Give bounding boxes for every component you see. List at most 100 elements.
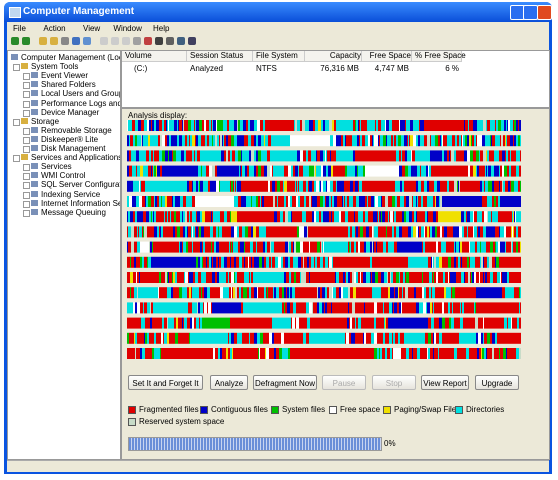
- toolbar-button[interactable]: [61, 37, 69, 45]
- tree-item[interactable]: Device Manager: [41, 107, 100, 117]
- cluster: [169, 135, 171, 147]
- cluster: [369, 226, 372, 238]
- tree-item[interactable]: WMI Control: [41, 171, 86, 181]
- cluster: [377, 332, 379, 344]
- cluster: [304, 256, 305, 268]
- cluster: [480, 241, 481, 253]
- toolbar-button[interactable]: [22, 37, 30, 45]
- cluster: [461, 120, 464, 131]
- tree-item[interactable]: Performance Logs and Alerts: [41, 98, 121, 108]
- cluster: [377, 211, 378, 223]
- cluster: [476, 302, 479, 314]
- expander: [13, 155, 20, 163]
- cluster: [381, 332, 383, 344]
- menu-item[interactable]: Help: [153, 24, 170, 33]
- button[interactable]: Defragment Now: [253, 375, 317, 390]
- tree-item[interactable]: Shared Folders: [41, 80, 96, 90]
- cluster: [378, 135, 379, 147]
- cluster: [147, 226, 149, 238]
- cluster: [294, 196, 296, 207]
- toolbar-button[interactable]: [100, 37, 108, 45]
- tree-item[interactable]: Storage: [31, 116, 60, 126]
- cluster: [393, 211, 394, 223]
- tree-item[interactable]: Event Viewer: [41, 71, 88, 81]
- cluster: [243, 196, 246, 207]
- cluster: [185, 272, 188, 283]
- cluster: [389, 211, 390, 223]
- cluster: [193, 256, 196, 268]
- cluster: [310, 211, 312, 223]
- toolbar-button[interactable]: [11, 37, 19, 45]
- toolbar-button[interactable]: [155, 37, 163, 45]
- cluster: [270, 241, 271, 253]
- tree-icon: [31, 99, 38, 106]
- tree-item[interactable]: Removable Storage: [41, 125, 112, 135]
- menu-item[interactable]: Action: [43, 24, 66, 33]
- cluster: [220, 135, 222, 147]
- cluster: [504, 211, 506, 223]
- cluster: [315, 120, 318, 131]
- toolbar-button[interactable]: [83, 37, 91, 45]
- cluster: [226, 226, 228, 238]
- cluster: [286, 272, 288, 283]
- toolbar-button[interactable]: [177, 37, 185, 45]
- cluster: [355, 135, 357, 147]
- toolbar-button[interactable]: [188, 37, 196, 45]
- cluster: [202, 317, 230, 329]
- tree-item[interactable]: Local Users and Groups: [41, 89, 121, 99]
- toolbar-button[interactable]: [133, 37, 141, 45]
- button[interactable]: View Report: [421, 375, 469, 390]
- tree-item[interactable]: SQL Server Configuration Ma: [41, 180, 120, 190]
- cluster: [157, 135, 158, 147]
- cluster: [204, 302, 207, 314]
- tree-item[interactable]: Internet Information Service: [41, 198, 120, 208]
- maximize-button[interactable]: [523, 5, 538, 20]
- tree-item[interactable]: Diskeeper® Lite: [41, 134, 99, 144]
- cluster: [210, 226, 213, 238]
- cluster: [159, 150, 162, 162]
- cluster: [501, 226, 504, 238]
- toolbar-button[interactable]: [166, 37, 174, 45]
- tree-item[interactable]: Computer Management (Local): [21, 53, 121, 62]
- cluster: [442, 302, 444, 314]
- cluster: [315, 165, 316, 177]
- toolbar-button[interactable]: [111, 37, 119, 45]
- cluster: [520, 272, 521, 283]
- cluster: [282, 348, 285, 359]
- toolbar-button[interactable]: [39, 37, 47, 45]
- cluster: [474, 226, 475, 238]
- menu-item[interactable]: View: [83, 24, 101, 33]
- tree-item[interactable]: Message Queuing: [41, 207, 106, 217]
- toolbar-button[interactable]: [72, 37, 80, 45]
- button[interactable]: Upgrade: [475, 375, 519, 390]
- cluster: [194, 150, 195, 162]
- tree-item[interactable]: Services and Applications: [31, 153, 121, 163]
- cluster: [137, 226, 138, 238]
- button[interactable]: Set It and Forget It: [128, 375, 203, 390]
- menu-item[interactable]: File: [13, 24, 26, 33]
- tree-item[interactable]: Disk Management: [41, 144, 106, 153]
- tree-item[interactable]: System Tools: [31, 62, 79, 72]
- button[interactable]: Analyze: [210, 375, 248, 390]
- button[interactable]: Pause: [322, 375, 366, 390]
- cluster: [493, 317, 495, 329]
- cluster: [364, 241, 366, 253]
- cluster: [314, 180, 316, 192]
- tree-item[interactable]: Indexing Service: [41, 189, 101, 199]
- cluster: [187, 317, 190, 329]
- toolbar-button[interactable]: [122, 37, 130, 45]
- cluster: [511, 226, 512, 238]
- button[interactable]: Stop: [372, 375, 416, 390]
- toolbar-button[interactable]: [50, 37, 58, 45]
- cluster: [408, 256, 425, 268]
- cluster: [413, 120, 416, 131]
- tree-item[interactable]: Services: [41, 162, 72, 172]
- cluster: [360, 272, 361, 283]
- toolbar-button[interactable]: [144, 37, 152, 45]
- cluster: [434, 241, 436, 253]
- menu-item[interactable]: Window: [113, 24, 142, 33]
- cluster: [290, 302, 293, 314]
- cluster: [242, 241, 244, 253]
- cluster: [270, 180, 272, 192]
- close-button[interactable]: [537, 5, 552, 20]
